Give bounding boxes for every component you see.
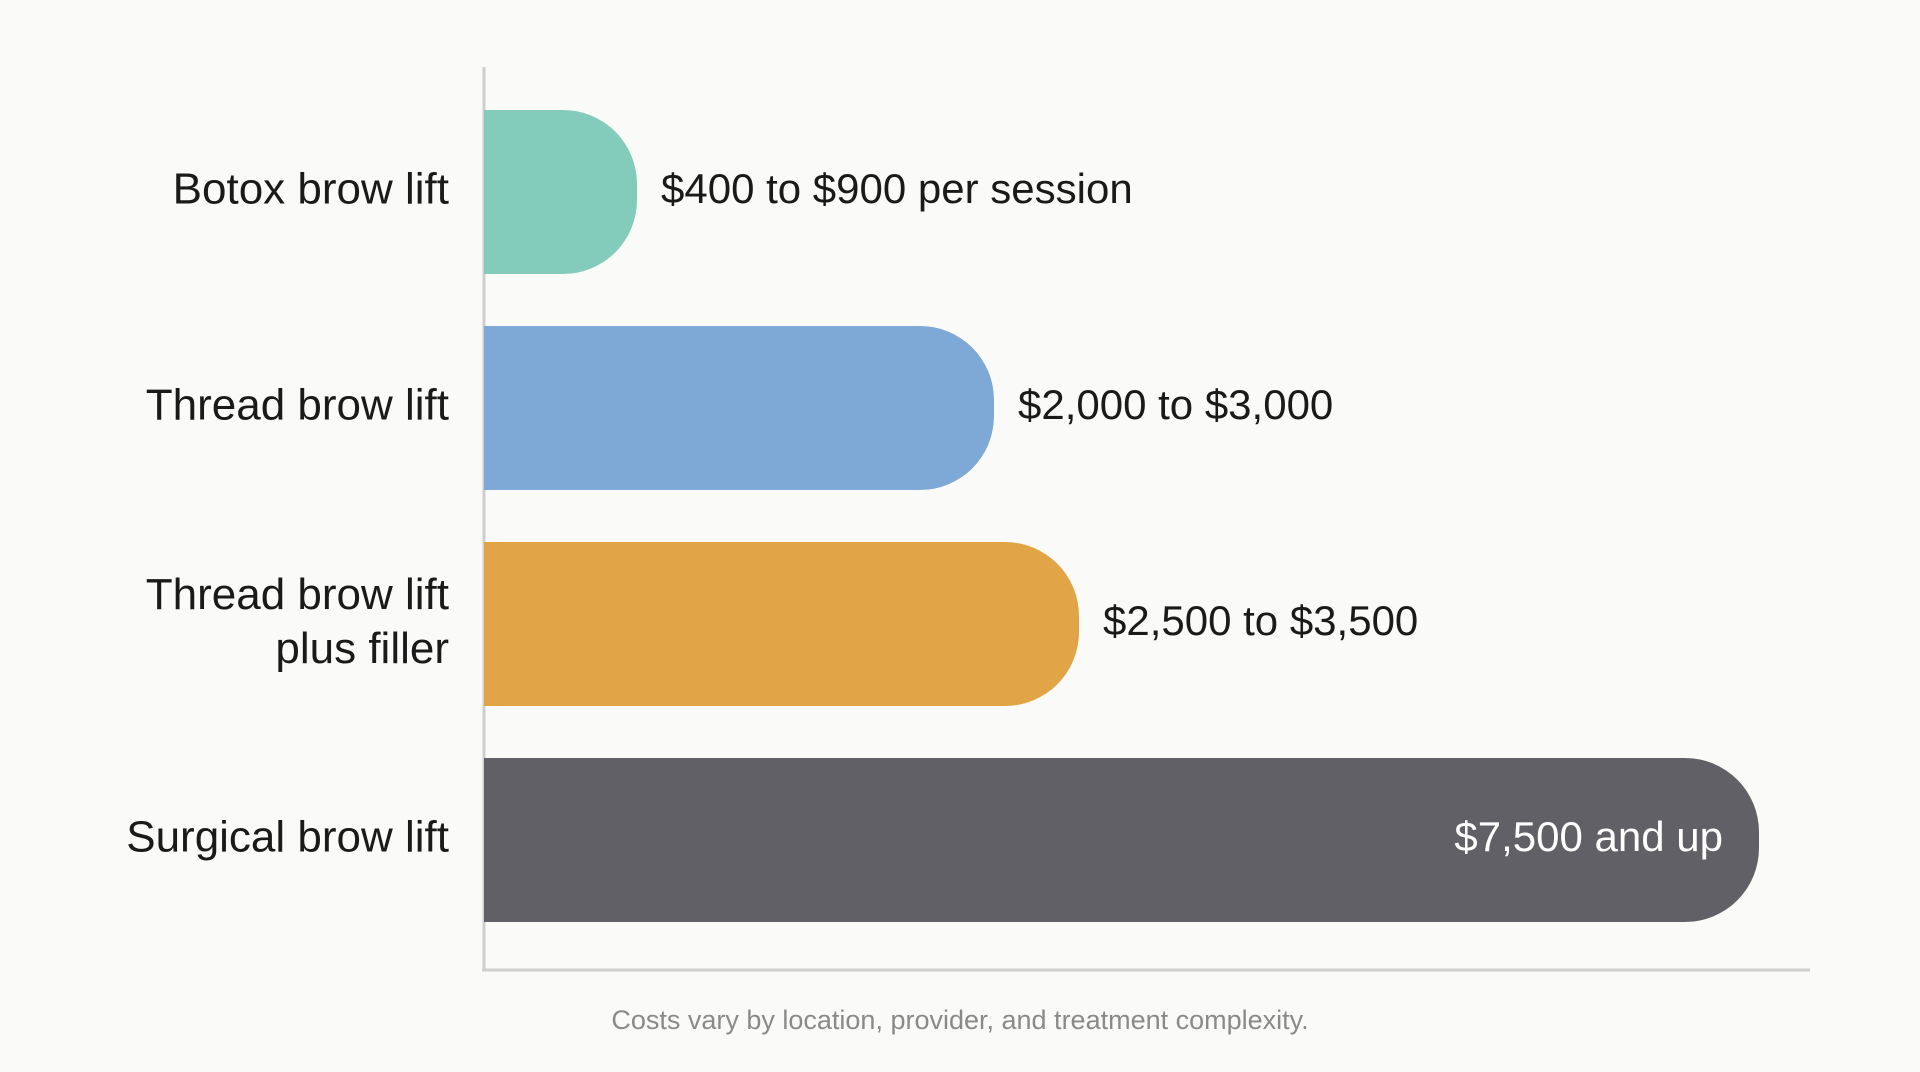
value-label: $2,000 to $3,000 bbox=[1018, 381, 1333, 428]
bar bbox=[484, 326, 994, 490]
category-label: Thread brow lift plus filler bbox=[146, 570, 449, 673]
category-label: Thread brow lift bbox=[146, 381, 449, 430]
value-label: $400 to $900 per session bbox=[661, 165, 1133, 212]
value-label: $2,500 to $3,500 bbox=[1103, 597, 1418, 644]
category-label: Botox brow lift bbox=[173, 165, 449, 214]
category-label: Surgical brow lift bbox=[126, 813, 449, 862]
bar bbox=[484, 110, 637, 274]
footnote: Costs vary by location, provider, and tr… bbox=[611, 1005, 1308, 1035]
value-label: $7,500 and up bbox=[1454, 813, 1723, 860]
bar bbox=[484, 542, 1079, 706]
bar bbox=[484, 758, 1759, 922]
